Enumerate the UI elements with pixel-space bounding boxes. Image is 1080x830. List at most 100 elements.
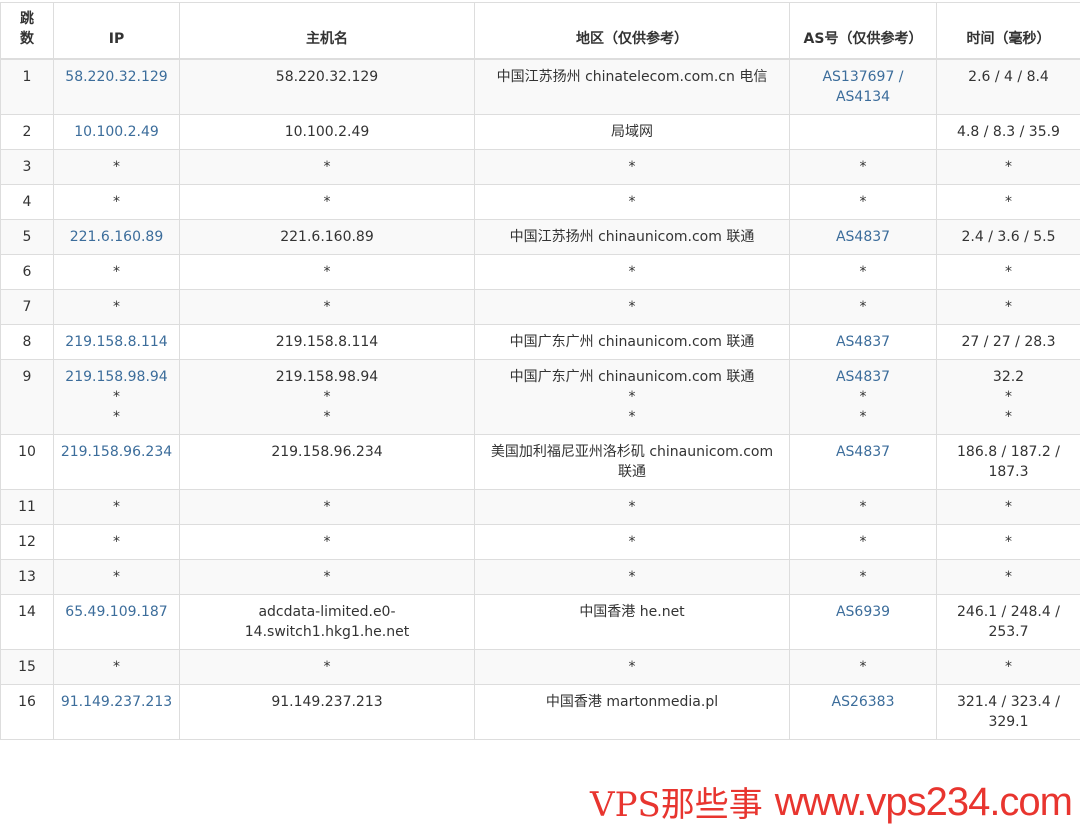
- region-cell: 中国江苏扬州 chinaunicom.com 联通: [474, 219, 790, 255]
- time-cell: 246.1 / 248.4 / 253.7: [936, 594, 1080, 650]
- region-text: 联通: [618, 464, 646, 480]
- hostname-cell: *: [179, 289, 475, 325]
- as-text: *: [859, 659, 867, 675]
- time-text: *: [1005, 409, 1012, 425]
- hostname-cell: *: [179, 489, 475, 525]
- hostname-cell: adcdata-limited.e0- 14.switch1.hkg1.he.ne…: [179, 594, 475, 650]
- region-text: 中国香港 he.net: [579, 604, 685, 620]
- hop-cell: 13: [0, 559, 54, 595]
- region-cell: 美国加利福尼亚州洛杉矶 chinaunicom.com 联通: [474, 434, 790, 490]
- as-link[interactable]: AS137697 /: [822, 69, 904, 85]
- time-text: 253.7: [988, 624, 1029, 640]
- as-cell: AS4837: [789, 219, 937, 255]
- ip-link[interactable]: 65.49.109.187: [65, 604, 168, 620]
- hostname-text: 219.158.8.114: [275, 334, 379, 350]
- time-text: 329.1: [988, 714, 1029, 730]
- header-as: AS号（仅供参考）: [789, 2, 937, 60]
- as-cell: AS4837: [789, 434, 937, 490]
- region-text: *: [628, 409, 636, 425]
- as-link[interactable]: AS6939: [835, 604, 891, 620]
- as-link[interactable]: AS4837: [835, 444, 891, 460]
- region-text: *: [628, 534, 636, 550]
- region-text: 美国加利福尼亚州洛杉矶 chinaunicom.com: [490, 444, 774, 460]
- as-text: *: [859, 264, 867, 280]
- ip-text: *: [113, 264, 120, 280]
- hostname-text: *: [323, 389, 331, 405]
- time-cell: 2.6 / 4 / 8.4: [936, 58, 1080, 115]
- ip-link[interactable]: 10.100.2.49: [74, 124, 159, 140]
- as-text: *: [859, 159, 867, 175]
- table-row: 15 * * * * *: [0, 649, 1080, 685]
- region-text: *: [628, 389, 636, 405]
- ip-cell: 221.6.160.89: [53, 219, 180, 255]
- ip-link[interactable]: 219.158.98.94: [65, 369, 168, 385]
- as-cell: *: [789, 559, 937, 595]
- hostname-text: *: [323, 159, 331, 175]
- hostname-text: *: [323, 659, 331, 675]
- time-cell: 2.4 / 3.6 / 5.5: [936, 219, 1080, 255]
- ip-cell: 219.158.96.234: [53, 434, 180, 490]
- time-text: 2.4 / 3.6 / 5.5: [961, 229, 1056, 245]
- time-text: *: [1005, 389, 1012, 405]
- as-cell: AS26383: [789, 684, 937, 740]
- hostname-cell: *: [179, 254, 475, 290]
- hostname-text: 221.6.160.89: [280, 229, 374, 245]
- as-link[interactable]: AS4837: [835, 369, 891, 385]
- region-text: 中国江苏扬州 chinaunicom.com 联通: [509, 229, 755, 245]
- time-text: *: [1005, 659, 1012, 675]
- as-link[interactable]: AS4837: [835, 334, 891, 350]
- region-text: *: [628, 499, 636, 515]
- ip-cell: 58.220.32.129: [53, 58, 180, 115]
- ip-cell: 65.49.109.187: [53, 594, 180, 650]
- table-row: 11 * * * * *: [0, 489, 1080, 525]
- hostname-cell: *: [179, 559, 475, 595]
- hostname-cell: *: [179, 649, 475, 685]
- region-cell: 局域网: [474, 114, 790, 150]
- hostname-text: *: [323, 264, 331, 280]
- as-cell: AS6939: [789, 594, 937, 650]
- time-cell: *: [936, 524, 1080, 560]
- ip-cell: *: [53, 524, 180, 560]
- ip-link[interactable]: 91.149.237.213: [60, 694, 173, 710]
- region-text: *: [628, 159, 636, 175]
- region-cell: *: [474, 489, 790, 525]
- time-cell: 27 / 27 / 28.3: [936, 324, 1080, 360]
- as-link[interactable]: AS4837: [835, 229, 891, 245]
- region-cell: *: [474, 559, 790, 595]
- watermark: VPS那些事 www.vps234.com: [590, 772, 1073, 822]
- ip-link[interactable]: 219.158.96.234: [60, 444, 173, 460]
- as-link[interactable]: AS26383: [831, 694, 895, 710]
- hostname-cell: *: [179, 524, 475, 560]
- ip-text: *: [113, 159, 120, 175]
- hostname-cell: 10.100.2.49: [179, 114, 475, 150]
- as-link[interactable]: AS4134: [835, 89, 891, 105]
- table-row: 7 * * * * *: [0, 289, 1080, 325]
- table-row: 4 * * * * *: [0, 184, 1080, 220]
- traceroute-table: 跳数 IP 主机名 地区（仅供参考） AS号（仅供参考） 时间（毫秒） 1 58.…: [0, 2, 1080, 740]
- region-cell: *: [474, 524, 790, 560]
- hop-cell: 5: [0, 219, 54, 255]
- ip-link[interactable]: 221.6.160.89: [69, 229, 164, 245]
- ip-link[interactable]: 219.158.8.114: [65, 334, 168, 350]
- hop-cell: 7: [0, 289, 54, 325]
- hostname-text: *: [323, 194, 331, 210]
- ip-cell: *: [53, 184, 180, 220]
- time-cell: 321.4 / 323.4 / 329.1: [936, 684, 1080, 740]
- time-text: *: [1005, 534, 1012, 550]
- ip-link[interactable]: 58.220.32.129: [65, 69, 168, 85]
- time-cell: *: [936, 489, 1080, 525]
- time-text: *: [1005, 159, 1012, 175]
- region-cell: 中国香港 martonmedia.pl: [474, 684, 790, 740]
- hostname-text: adcdata-limited.e0-: [258, 604, 396, 620]
- header-hostname: 主机名: [179, 2, 475, 60]
- table-row: 8 219.158.8.114 219.158.8.114 中国广东广州 chinau…: [0, 324, 1080, 360]
- region-text: 中国江苏扬州 chinatelecom.com.cn 电信: [496, 69, 768, 85]
- as-text: *: [859, 194, 867, 210]
- time-cell: *: [936, 649, 1080, 685]
- header-hop: 跳数: [0, 2, 54, 60]
- region-cell: 中国广东广州 chinaunicom.com 联通 * *: [474, 359, 790, 435]
- hop-cell: 10: [0, 434, 54, 490]
- time-text: 321.4 / 323.4 /: [957, 694, 1060, 710]
- hostname-text: 219.158.98.94: [275, 369, 379, 385]
- time-cell: 186.8 / 187.2 / 187.3: [936, 434, 1080, 490]
